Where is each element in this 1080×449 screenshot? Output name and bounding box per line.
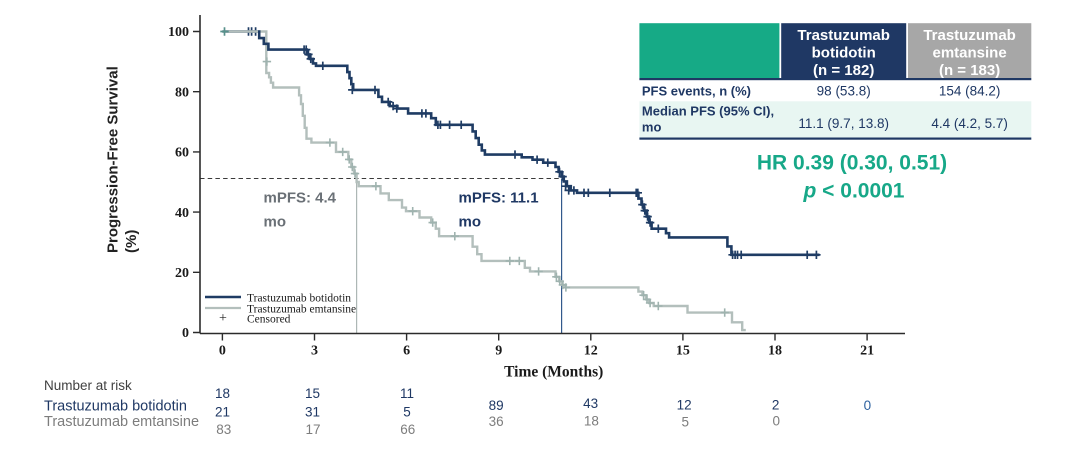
svg-text:5: 5 bbox=[681, 414, 689, 429]
svg-text:0: 0 bbox=[219, 344, 226, 359]
svg-text:emtansine: emtansine bbox=[932, 45, 1006, 62]
svg-text:Median PFS (95% CI),: Median PFS (95% CI), bbox=[642, 104, 774, 119]
svg-text:0: 0 bbox=[182, 326, 189, 341]
svg-text:+: + bbox=[219, 311, 227, 326]
svg-text:(n = 182): (n = 182) bbox=[813, 62, 874, 79]
svg-text:15: 15 bbox=[676, 344, 690, 359]
svg-text:21: 21 bbox=[860, 344, 874, 359]
svg-text:17: 17 bbox=[305, 422, 320, 437]
svg-text:4.4 (4.2, 5.7): 4.4 (4.2, 5.7) bbox=[931, 116, 1008, 131]
svg-text:Number at risk: Number at risk bbox=[44, 378, 132, 393]
svg-text:HR 0.39 (0.30, 0.51): HR 0.39 (0.30, 0.51) bbox=[757, 152, 947, 175]
svg-text:6: 6 bbox=[403, 344, 410, 359]
svg-text:botidotin: botidotin bbox=[812, 45, 876, 62]
svg-text:15: 15 bbox=[305, 386, 320, 401]
svg-text:2: 2 bbox=[772, 397, 780, 412]
svg-text:3: 3 bbox=[311, 344, 318, 359]
svg-text:0: 0 bbox=[773, 414, 781, 429]
svg-text:80: 80 bbox=[175, 85, 189, 100]
svg-text:mo: mo bbox=[459, 214, 482, 231]
svg-text:Trastuzumab botidotin: Trastuzumab botidotin bbox=[247, 293, 351, 305]
svg-text:31: 31 bbox=[305, 405, 320, 420]
svg-text:Trastuzumab: Trastuzumab bbox=[923, 27, 1016, 44]
svg-text:66: 66 bbox=[400, 422, 415, 437]
svg-text:18: 18 bbox=[584, 414, 599, 429]
svg-text:Trastuzumab emtansine: Trastuzumab emtansine bbox=[44, 414, 199, 430]
svg-text:98 (53.8): 98 (53.8) bbox=[817, 84, 871, 99]
svg-text:(%): (%) bbox=[123, 230, 140, 253]
svg-text:20: 20 bbox=[175, 266, 189, 281]
svg-text:PFS events, n (%): PFS events, n (%) bbox=[642, 84, 751, 99]
svg-text:154 (84.2): 154 (84.2) bbox=[939, 84, 1001, 99]
svg-text:5: 5 bbox=[403, 405, 411, 420]
svg-text:43: 43 bbox=[583, 396, 598, 411]
svg-text:11.1 (9.7, 13.8): 11.1 (9.7, 13.8) bbox=[798, 116, 889, 131]
svg-text:Progression-Free Survival: Progression-Free Survival bbox=[105, 66, 122, 253]
svg-text:mo: mo bbox=[642, 120, 662, 135]
svg-text:21: 21 bbox=[215, 405, 230, 420]
svg-text:Censored: Censored bbox=[247, 314, 291, 326]
svg-text:9: 9 bbox=[495, 344, 502, 359]
svg-text:89: 89 bbox=[489, 398, 504, 413]
svg-text:0: 0 bbox=[864, 398, 872, 413]
svg-text:(n = 183): (n = 183) bbox=[939, 62, 1000, 79]
svg-text:Trastuzumab emtansine: Trastuzumab emtansine bbox=[247, 304, 356, 316]
svg-text:Time (Months): Time (Months) bbox=[504, 364, 603, 381]
svg-text:Trastuzumab botidotin: Trastuzumab botidotin bbox=[44, 399, 187, 415]
svg-text:100: 100 bbox=[168, 25, 189, 40]
svg-text:83: 83 bbox=[216, 422, 231, 437]
svg-text:mo: mo bbox=[264, 214, 287, 231]
svg-text:18: 18 bbox=[768, 344, 782, 359]
svg-text:12: 12 bbox=[584, 344, 598, 359]
svg-text:mPFS: 4.4: mPFS: 4.4 bbox=[264, 190, 337, 207]
svg-text:p < 0.0001: p < 0.0001 bbox=[803, 180, 905, 203]
svg-text:18: 18 bbox=[215, 386, 230, 401]
svg-text:40: 40 bbox=[175, 206, 189, 221]
svg-text:12: 12 bbox=[677, 397, 692, 412]
svg-text:11: 11 bbox=[400, 386, 414, 401]
svg-text:60: 60 bbox=[175, 146, 189, 161]
svg-text:mPFS: 11.1: mPFS: 11.1 bbox=[459, 190, 539, 207]
svg-text:36: 36 bbox=[489, 414, 504, 429]
svg-text:Trastuzumab: Trastuzumab bbox=[797, 27, 890, 44]
